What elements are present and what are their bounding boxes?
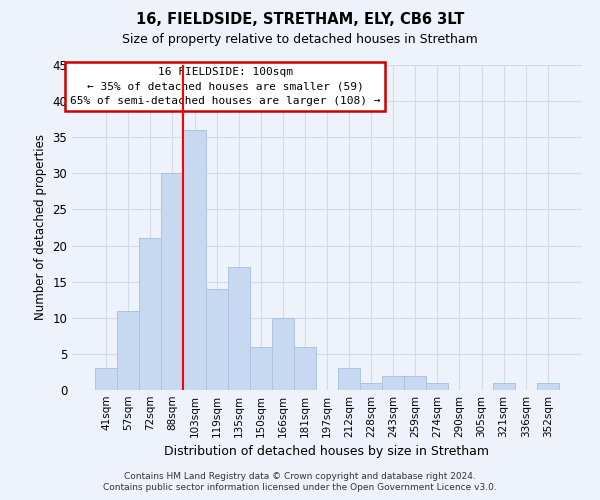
Bar: [427, 383, 448, 390]
Bar: [139, 238, 161, 390]
Bar: [360, 383, 382, 390]
Bar: [338, 368, 360, 390]
Bar: [206, 289, 227, 390]
Bar: [117, 310, 139, 390]
Bar: [382, 376, 404, 390]
Bar: [250, 346, 272, 390]
Bar: [184, 130, 206, 390]
Text: 16 FIELDSIDE: 100sqm
← 35% of detached houses are smaller (59)
65% of semi-detac: 16 FIELDSIDE: 100sqm ← 35% of detached h…: [70, 66, 380, 106]
Text: 16, FIELDSIDE, STRETHAM, ELY, CB6 3LT: 16, FIELDSIDE, STRETHAM, ELY, CB6 3LT: [136, 12, 464, 28]
Bar: [95, 368, 117, 390]
Text: Size of property relative to detached houses in Stretham: Size of property relative to detached ho…: [122, 32, 478, 46]
Y-axis label: Number of detached properties: Number of detached properties: [34, 134, 47, 320]
Bar: [404, 376, 427, 390]
Bar: [272, 318, 294, 390]
X-axis label: Distribution of detached houses by size in Stretham: Distribution of detached houses by size …: [164, 446, 490, 458]
Bar: [493, 383, 515, 390]
Bar: [161, 174, 184, 390]
Bar: [537, 383, 559, 390]
Bar: [227, 267, 250, 390]
Bar: [294, 346, 316, 390]
Text: Contains HM Land Registry data © Crown copyright and database right 2024.
Contai: Contains HM Land Registry data © Crown c…: [103, 472, 497, 492]
